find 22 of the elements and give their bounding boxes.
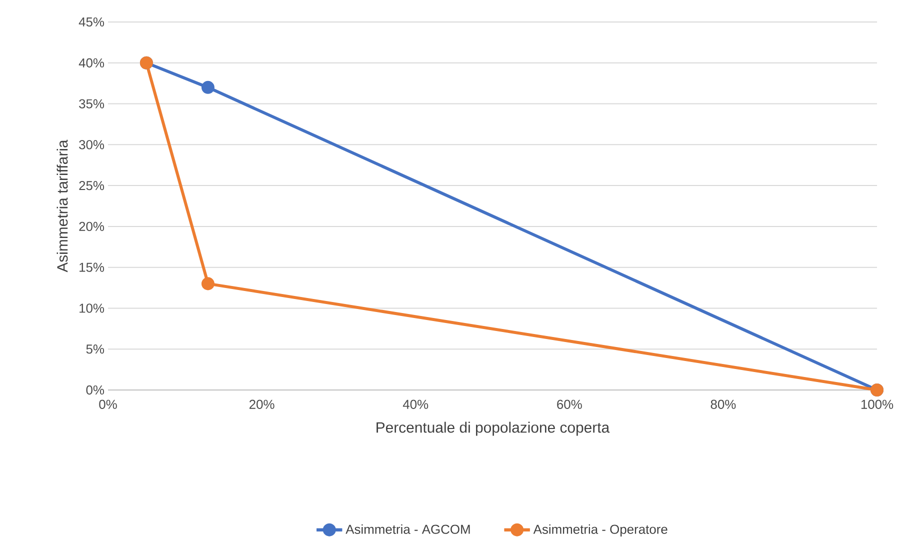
y-axis-title: Asimmetria tariffaria <box>56 140 68 272</box>
y-tick-label: 20% <box>79 222 104 232</box>
x-tick-label: 40% <box>402 400 428 409</box>
x-tick-label: 0% <box>99 400 117 409</box>
y-tick-label: 35% <box>79 99 104 108</box>
y-tick-label: 30% <box>79 140 104 150</box>
x-tick-label: 20% <box>250 400 274 409</box>
y-tick-label: 0% <box>86 385 104 395</box>
legend-label: Asimmetria - Operatore <box>533 524 668 536</box>
point <box>201 277 214 290</box>
x-tick-label: 60% <box>557 400 582 409</box>
y-tick-label: 45% <box>78 17 104 27</box>
y-tick-label: 15% <box>80 262 104 272</box>
legend-label: Asimmetria - AGCOM <box>346 524 470 534</box>
x-axis-title: Percentuale di popolazione coperta <box>376 422 610 436</box>
y-tick-label: 10% <box>80 304 104 313</box>
point <box>201 80 214 94</box>
y-tick-label: 5% <box>86 344 104 354</box>
x-tick-label: 80% <box>710 400 736 409</box>
y-tick-label: 25% <box>79 180 104 190</box>
y-tick-label: 40% <box>78 58 104 68</box>
x-tick-label: 100% <box>861 400 894 409</box>
